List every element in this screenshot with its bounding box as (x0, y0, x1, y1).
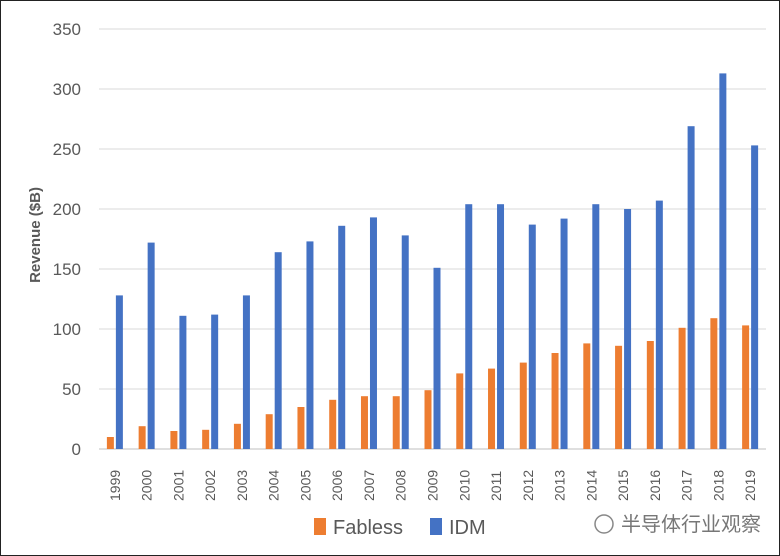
bar-fabless (106, 437, 114, 449)
x-tick-label: 2010 (456, 470, 472, 501)
x-tick-label: 2013 (552, 470, 568, 501)
x-tick-label: 2004 (266, 470, 282, 501)
bar-fabless (456, 373, 464, 449)
x-tick-label: 2017 (679, 470, 695, 501)
bar-fabless (551, 353, 559, 449)
bar-fabless (265, 414, 273, 449)
x-tick-label: 2009 (425, 470, 441, 501)
bar-idm (274, 252, 282, 449)
x-tick-label: 1999 (107, 470, 123, 501)
x-tick-label: 2019 (742, 470, 758, 501)
x-tick-label: 2005 (297, 470, 313, 501)
bar-fabless (646, 341, 654, 449)
bar-fabless (615, 345, 623, 449)
legend-swatch-fabless (314, 518, 326, 535)
bar-idm (211, 314, 219, 449)
bar-fabless (583, 343, 591, 449)
bar-fabless (488, 368, 496, 449)
bar-idm (497, 204, 505, 449)
bar-idm (528, 224, 536, 449)
y-tick-label: 100 (53, 320, 81, 339)
bar-idm (655, 200, 663, 449)
y-tick-label: 250 (53, 140, 81, 159)
bar-idm (624, 209, 632, 449)
x-tick-label: 2016 (647, 470, 663, 501)
bar-idm (242, 295, 250, 449)
bar-idm (115, 295, 123, 449)
bar-idm (560, 218, 568, 449)
bar-idm (179, 315, 187, 449)
bar-idm (369, 217, 377, 449)
bar-fabless (742, 325, 750, 449)
bar-idm (306, 241, 314, 449)
bar-idm (465, 204, 473, 449)
bar-idm (338, 225, 346, 449)
bar-fabless (297, 407, 305, 449)
bar-fabless (519, 362, 527, 449)
x-tick-label: 2015 (615, 470, 631, 501)
y-tick-label: 350 (53, 20, 81, 39)
legend-label: IDM (449, 517, 486, 539)
bar-fabless (329, 399, 337, 449)
wechat-icon (594, 514, 614, 534)
bar-fabless (233, 423, 241, 449)
x-tick-label: 2001 (170, 470, 186, 501)
x-tick-label: 2002 (202, 470, 218, 501)
bar-idm (719, 73, 727, 450)
bar-fabless (392, 396, 400, 449)
bar-idm (147, 242, 155, 449)
x-tick-label: 2008 (393, 470, 409, 501)
bar-fabless (424, 390, 432, 449)
legend-label: Fabless (333, 517, 403, 539)
bar-fabless (202, 429, 210, 449)
x-tick-label: 2012 (520, 470, 536, 501)
bar-idm (592, 204, 600, 449)
x-tick-label: 2011 (488, 471, 504, 501)
bar-fabless (170, 431, 178, 449)
bar-fabless (710, 318, 718, 449)
y-tick-label: 150 (53, 260, 81, 279)
x-tick-label: 2014 (583, 470, 599, 501)
bar-idm (433, 267, 441, 449)
x-tick-label: 2000 (139, 470, 155, 501)
y-axis-label: Revenue ($B) (27, 187, 44, 283)
y-tick-label: 0 (72, 440, 81, 459)
legend-swatch-idm (430, 518, 442, 535)
y-tick-label: 300 (53, 80, 81, 99)
bar-idm (687, 126, 695, 449)
x-tick-label: 2006 (329, 470, 345, 501)
x-tick-label: 2003 (234, 470, 250, 501)
bar-idm (751, 145, 759, 449)
y-tick-label: 200 (53, 200, 81, 219)
bar-fabless (360, 396, 368, 449)
bar-idm (401, 235, 409, 449)
x-tick-label: 2007 (361, 470, 377, 501)
y-tick-label: 50 (62, 380, 81, 399)
bar-fabless (678, 327, 686, 449)
x-tick-label: 2018 (710, 470, 726, 501)
bar-fabless (138, 426, 146, 449)
watermark-text: 半导体行业观察 (621, 513, 761, 536)
